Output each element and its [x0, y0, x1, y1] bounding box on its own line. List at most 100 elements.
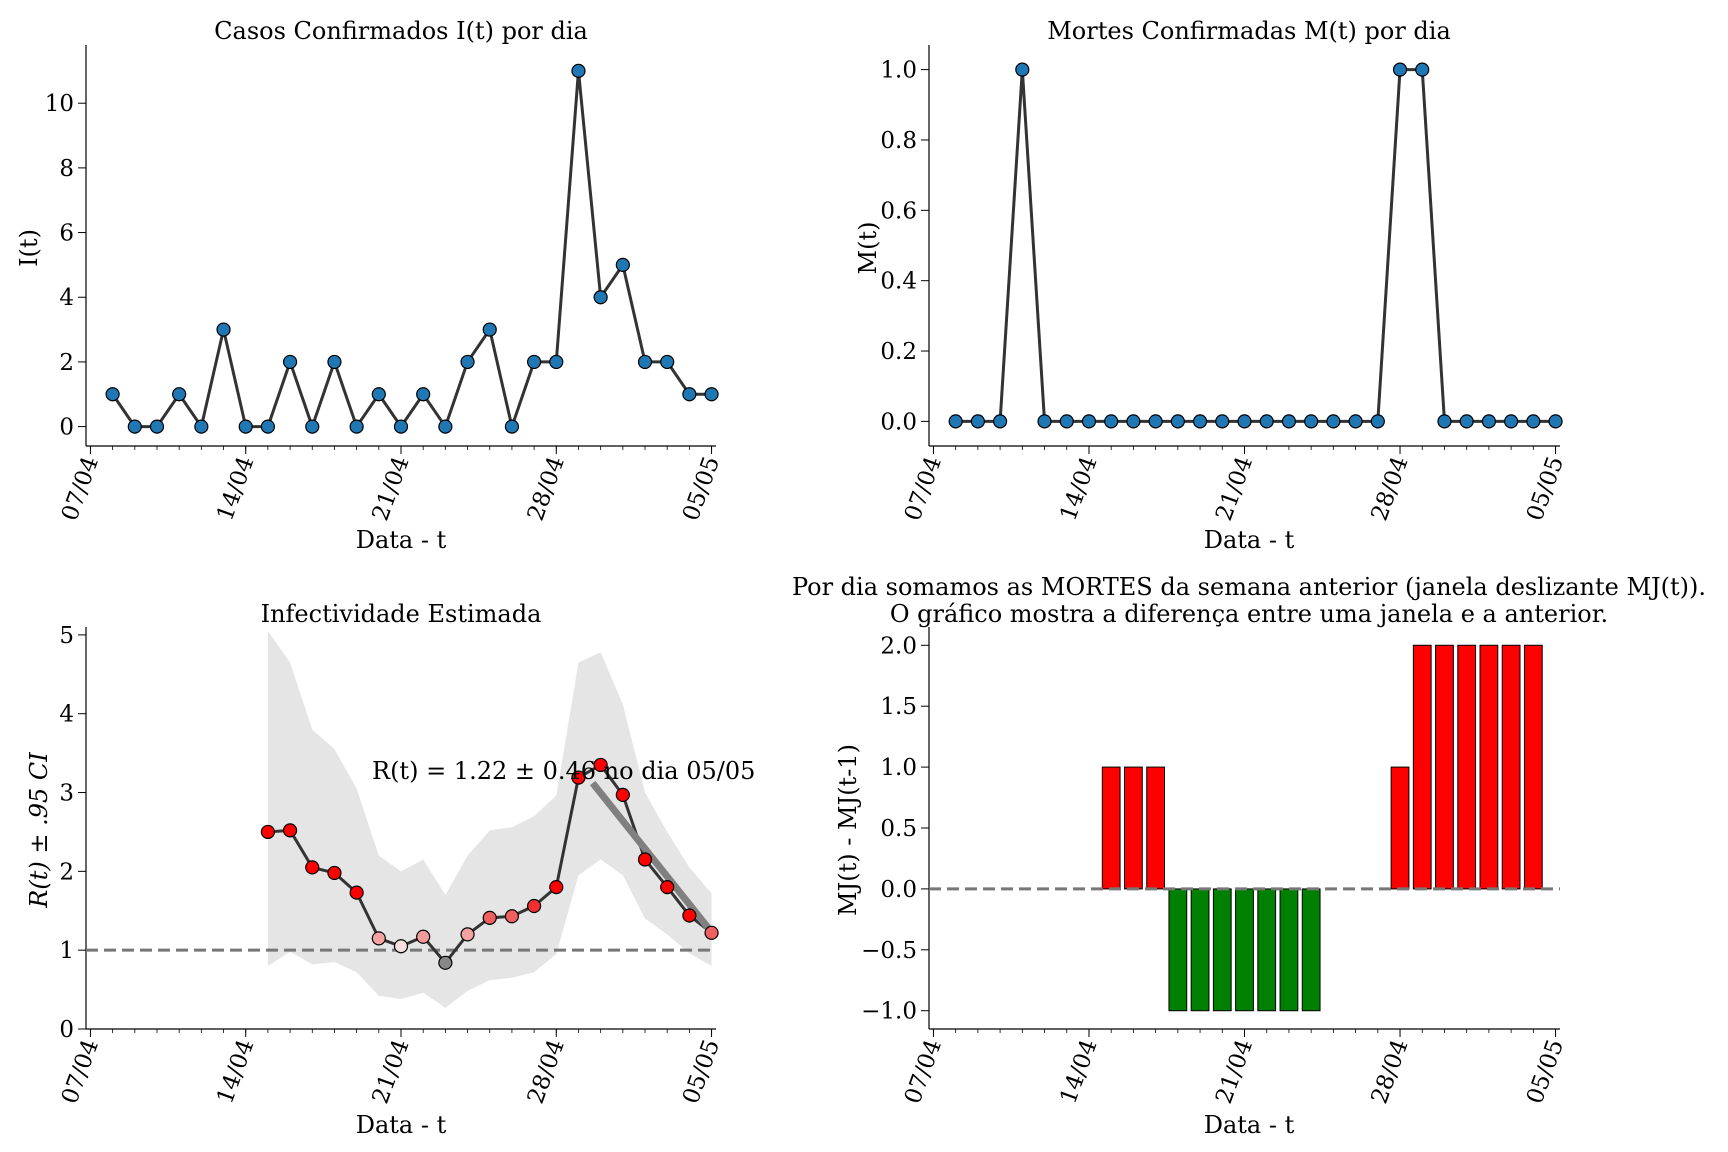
cases-series-line — [111, 70, 712, 433]
cases-y-tick-label: 4 — [59, 285, 74, 311]
deaths-chart: Mortes Confirmadas M(t) por dia M(t) Dat… — [854, 17, 1569, 554]
mj-bar — [1190, 888, 1210, 1012]
deaths-point — [1126, 414, 1141, 429]
rt-point — [327, 865, 342, 881]
cases-point — [305, 419, 320, 434]
cases-point — [571, 63, 586, 78]
cases-x-tick-label: 05/05 — [678, 453, 725, 524]
deaths-point — [1215, 414, 1230, 429]
deaths-point — [1192, 414, 1208, 429]
cases-y-tick-label: 10 — [45, 91, 74, 117]
mj-bar — [1235, 888, 1254, 1012]
mj-x-tick-label: 07/04 — [900, 1036, 947, 1107]
rt-point — [349, 885, 364, 900]
deaths-y-tick-label: 0.2 — [880, 339, 917, 365]
mj-bar — [1523, 644, 1543, 890]
deaths-point — [1259, 414, 1274, 429]
mj-chart-title-line2: O gráfico mostra a diferença entre uma j… — [890, 600, 1608, 628]
mj-chart: Por dia somamos as MORTES da semana ante… — [792, 573, 1706, 1139]
cases-point — [460, 354, 475, 370]
deaths-point — [1526, 414, 1541, 429]
cases-chart-ylabel: I(t) — [15, 229, 43, 267]
cases-point — [393, 419, 409, 434]
cases-point — [349, 419, 364, 434]
cases-point — [438, 419, 453, 434]
mj-bar — [1457, 644, 1477, 890]
mj-y-tick-label: 0.5 — [880, 816, 917, 842]
deaths-point — [1481, 414, 1497, 429]
deaths-x-tick-label: 21/04 — [1211, 453, 1258, 524]
deaths-point — [1148, 414, 1163, 429]
rt-y-tick-label: 0 — [59, 1017, 74, 1043]
rt-y-tick-label: 4 — [59, 702, 74, 728]
cases-point — [682, 387, 697, 402]
cases-point — [149, 419, 165, 434]
rt-x-tick-label: 28/04 — [523, 1036, 570, 1107]
rt-point — [704, 925, 719, 940]
cases-point — [238, 419, 253, 434]
cases-point — [549, 354, 564, 370]
rt-point — [549, 880, 564, 895]
mj-bar — [1146, 766, 1166, 890]
cases-point — [260, 419, 276, 434]
mj-bar — [1124, 766, 1143, 890]
rt-point — [526, 898, 542, 914]
rt-y-tick-label: 3 — [59, 781, 74, 807]
deaths-point — [948, 414, 963, 429]
mj-bar — [1390, 766, 1410, 890]
rt-chart-title: Infectividade Estimada — [261, 600, 542, 628]
deaths-x-tick-label: 07/04 — [900, 453, 947, 524]
deaths-point — [1348, 414, 1363, 429]
cases-chart-title: Casos Confirmados I(t) por dia — [214, 17, 588, 45]
rt-point — [571, 770, 586, 785]
mj-x-tick-label: 21/04 — [1211, 1036, 1258, 1107]
rt-chart-xlabel: Data - t — [356, 1111, 447, 1139]
deaths-chart-title: Mortes Confirmadas M(t) por dia — [1047, 17, 1451, 45]
cases-point — [482, 322, 497, 337]
deaths-point — [992, 414, 1008, 429]
mj-bar — [1435, 644, 1454, 890]
deaths-point — [1459, 414, 1474, 429]
mj-bar — [1301, 888, 1321, 1012]
mj-bar — [1212, 888, 1232, 1012]
mj-x-tick-label: 05/05 — [1522, 1036, 1569, 1107]
deaths-chart-xlabel: Data - t — [1204, 526, 1295, 554]
rt-point — [660, 880, 675, 895]
cases-y-tick-label: 0 — [59, 415, 74, 441]
mj-bar — [1279, 888, 1299, 1012]
deaths-point — [1081, 414, 1097, 429]
deaths-point — [1304, 414, 1319, 429]
deaths-point — [1415, 62, 1430, 77]
deaths-point — [1392, 62, 1408, 77]
mj-y-tick-label: 1.0 — [880, 755, 917, 781]
cases-chart-xlabel: Data - t — [356, 526, 447, 554]
deaths-x-tick-label: 05/05 — [1522, 453, 1569, 524]
deaths-y-tick-label: 1.0 — [880, 58, 917, 84]
cases-x-tick-label: 28/04 — [523, 453, 570, 524]
cases-point — [172, 387, 187, 402]
rt-y-tick-label: 2 — [59, 859, 74, 885]
rt-point — [504, 909, 520, 924]
rt-chart: Infectividade Estimada R(t) ± .95 CI Dat… — [25, 600, 755, 1139]
rt-point — [305, 860, 320, 875]
rt-point — [637, 852, 653, 867]
mj-chart-ylabel: MJ(t) - MJ(t-1) — [834, 744, 862, 916]
cases-point — [526, 354, 542, 370]
cases-y-tick-label: 6 — [59, 221, 74, 247]
mj-x-tick-label: 14/04 — [1056, 1036, 1103, 1107]
mj-bar — [1168, 888, 1188, 1012]
cases-point — [127, 419, 142, 434]
deaths-point — [1037, 414, 1052, 429]
deaths-point — [1548, 414, 1563, 429]
mj-bar — [1501, 644, 1521, 890]
deaths-point — [1370, 414, 1385, 429]
rt-point — [438, 955, 453, 970]
cases-x-tick-label: 14/04 — [212, 453, 259, 524]
mj-chart-xlabel: Data - t — [1204, 1111, 1295, 1139]
cases-y-tick-label: 8 — [59, 156, 74, 182]
mj-chart-title-line1: Por dia somamos as MORTES da semana ante… — [792, 573, 1706, 601]
mj-bar — [1479, 644, 1499, 890]
cases-point — [504, 419, 520, 434]
deaths-series-line — [955, 68, 1556, 423]
deaths-y-tick-label: 0.6 — [880, 198, 917, 224]
